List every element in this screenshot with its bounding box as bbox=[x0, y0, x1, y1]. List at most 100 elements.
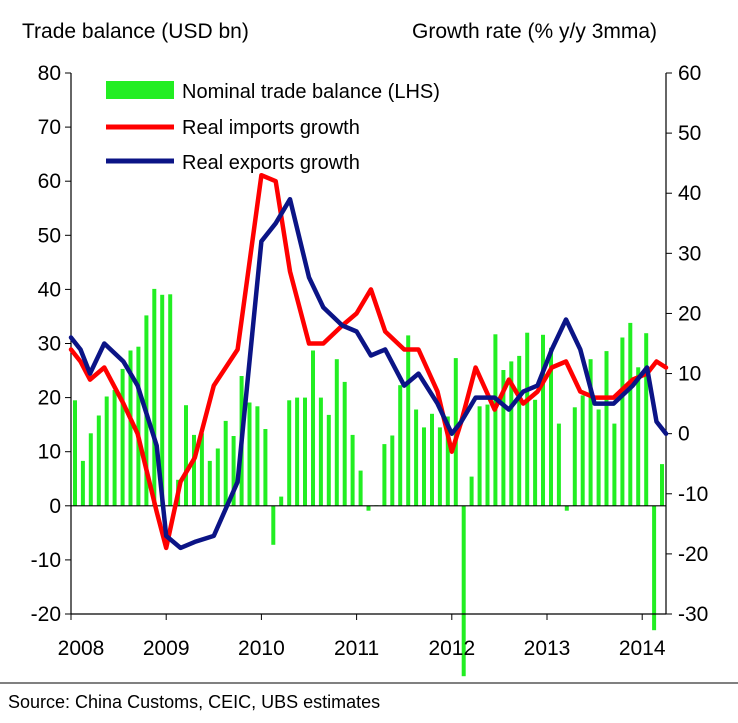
trade-balance-bar bbox=[223, 420, 228, 506]
trade-balance-bar bbox=[398, 385, 403, 506]
left-axis-title: Trade balance (USD bn) bbox=[22, 20, 249, 43]
trade-balance-bar bbox=[303, 397, 307, 506]
trade-balance-bar bbox=[120, 368, 125, 506]
legend-swatch-bars bbox=[106, 81, 174, 99]
trade-balance-bar bbox=[279, 496, 284, 506]
source-note: Source: China Customs, CEIC, UBS estimat… bbox=[8, 692, 380, 712]
x-tick-label: 2013 bbox=[524, 637, 571, 660]
exports-growth-line bbox=[68, 196, 669, 551]
trade-balance-bar bbox=[509, 361, 514, 506]
right-tick-label: -20 bbox=[678, 543, 708, 566]
right-tick-label: 30 bbox=[678, 242, 701, 265]
trade-balance-bar bbox=[580, 395, 585, 506]
trade-balance-bar bbox=[406, 335, 411, 506]
trade-balance-bar bbox=[311, 350, 315, 506]
trade-balance-bar bbox=[604, 351, 609, 506]
trade-balance-bar bbox=[628, 322, 633, 506]
trade-balance-bar bbox=[612, 423, 617, 506]
axes-layer: -20 -10 0 10 20 30 40 50 60 70 80 -30 -20 -10 0 10 20 30 4… bbox=[31, 62, 709, 660]
left-tick-label: 70 bbox=[38, 116, 61, 139]
right-axis-title: Growth rate (% y/y 3mma) bbox=[412, 20, 657, 43]
trade-balance-bar bbox=[382, 444, 387, 506]
trade-balance-bar bbox=[184, 405, 188, 506]
trade-balance-bar bbox=[596, 409, 601, 506]
trade-balance-bar bbox=[334, 359, 339, 506]
trade-balance-bar bbox=[199, 433, 204, 506]
trade-balance-bar bbox=[541, 334, 545, 506]
trade-balance-bar bbox=[160, 294, 165, 506]
trade-balance-bar bbox=[207, 460, 212, 506]
trade-balance-bar bbox=[295, 397, 300, 506]
trade-balance-bar bbox=[231, 436, 236, 506]
right-tick-label: 50 bbox=[678, 122, 701, 145]
lines-layer bbox=[68, 172, 669, 551]
x-tick-label: 2012 bbox=[428, 637, 475, 660]
trade-balance-bar bbox=[549, 347, 553, 506]
trade-balance-bar bbox=[73, 400, 77, 506]
right-tick-label: 20 bbox=[678, 302, 701, 325]
trade-balance-bar bbox=[660, 464, 664, 506]
trade-balance-bar bbox=[422, 427, 426, 506]
trade-balance-bar bbox=[96, 415, 101, 506]
left-tick-label: 10 bbox=[38, 441, 61, 464]
trade-balance-bar bbox=[588, 359, 593, 506]
trade-balance-bar bbox=[255, 406, 260, 506]
x-tick-label: 2010 bbox=[238, 637, 285, 660]
trade-balance-bar bbox=[644, 333, 649, 506]
right-tick-label: 60 bbox=[678, 62, 701, 85]
x-tick-label: 2014 bbox=[619, 637, 666, 660]
trade-balance-bar bbox=[445, 416, 450, 506]
trade-balance-bar bbox=[366, 505, 371, 511]
left-tick-label: 30 bbox=[38, 333, 61, 356]
right-tick-label: -30 bbox=[678, 603, 708, 626]
left-tick-label: 0 bbox=[49, 495, 61, 518]
trade-balance-bar bbox=[263, 429, 268, 506]
legend: Nominal trade balance (LHS) Real imports… bbox=[106, 81, 440, 174]
trade-balance-bar bbox=[350, 434, 355, 506]
trade-balance-bar bbox=[192, 434, 196, 506]
trade-balance-bar bbox=[318, 397, 323, 506]
trade-balance-bar bbox=[215, 448, 220, 506]
left-tick-label: 50 bbox=[38, 224, 61, 247]
trade-balance-bar bbox=[477, 406, 482, 506]
trade-balance-bar bbox=[556, 423, 561, 506]
left-tick-label: -20 bbox=[31, 603, 61, 626]
left-tick-label: 40 bbox=[38, 278, 61, 301]
trade-balance-bar bbox=[168, 294, 173, 506]
right-tick-label: 40 bbox=[678, 182, 701, 205]
imports-growth-line bbox=[68, 172, 669, 551]
left-tick-label: 60 bbox=[38, 170, 61, 193]
trade-balance-bar bbox=[80, 460, 85, 506]
trade-balance-bar bbox=[485, 404, 490, 506]
trade-balance-bar bbox=[136, 346, 141, 506]
trade-balance-bar bbox=[620, 337, 625, 506]
trade-balance-bar bbox=[501, 370, 506, 506]
right-tick-label: -10 bbox=[678, 483, 708, 506]
right-tick-label: 10 bbox=[678, 363, 701, 386]
trade-balance-bar bbox=[525, 332, 530, 506]
trade-balance-bar bbox=[287, 400, 292, 506]
trade-balance-bar bbox=[342, 381, 347, 506]
trade-balance-bar bbox=[430, 413, 434, 506]
x-tick-label: 2011 bbox=[334, 637, 379, 660]
trade-balance-bar bbox=[652, 505, 657, 631]
trade-balance-bar bbox=[636, 367, 641, 506]
trade-balance-bar bbox=[271, 505, 276, 545]
trade-balance-bar bbox=[326, 414, 331, 506]
trade-balance-bar bbox=[493, 334, 498, 506]
left-tick-label: 80 bbox=[38, 62, 61, 85]
legend-label-bars: Nominal trade balance (LHS) bbox=[182, 81, 440, 103]
trade-balance-bar bbox=[390, 435, 395, 506]
trade-balance-bar bbox=[104, 396, 109, 506]
trade-balance-bar bbox=[469, 476, 474, 506]
left-tick-label: -10 bbox=[31, 549, 61, 572]
trade-balance-bar bbox=[564, 505, 569, 511]
left-tick-label: 20 bbox=[38, 387, 61, 410]
x-tick-label: 2008 bbox=[58, 637, 105, 660]
trade-balance-bar bbox=[358, 470, 363, 506]
legend-label-imports: Real imports growth bbox=[182, 117, 360, 139]
x-tick-label: 2009 bbox=[143, 637, 190, 660]
trade-balance-bar bbox=[128, 350, 133, 506]
trade-balance-bar bbox=[437, 427, 442, 506]
